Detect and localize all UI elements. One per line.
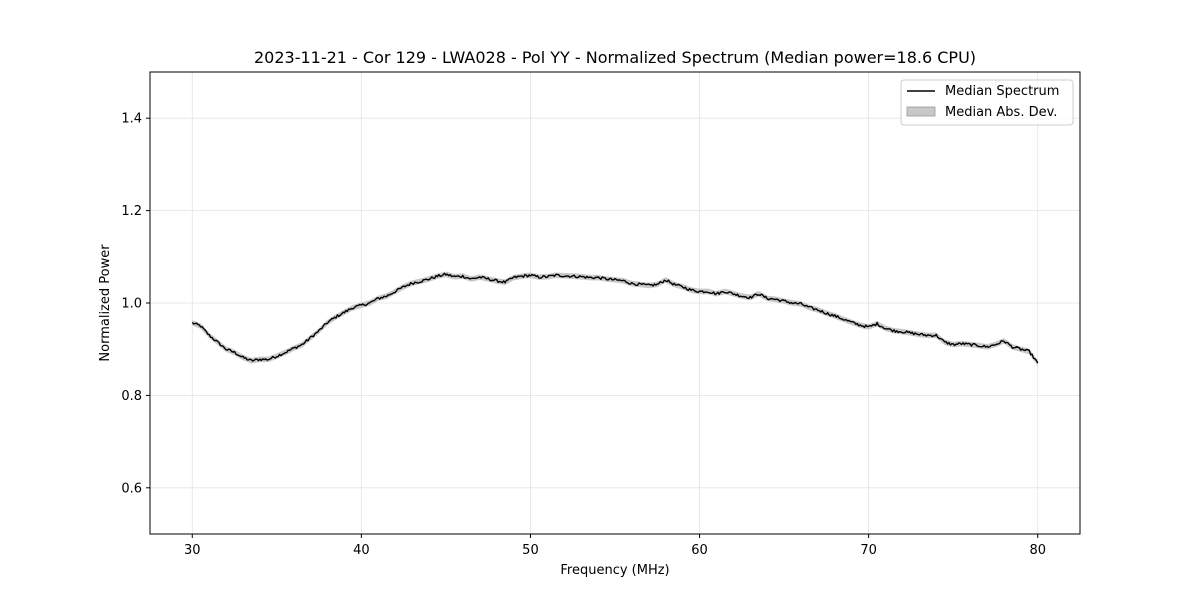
legend: Median Spectrum Median Abs. Dev.: [900, 79, 1074, 126]
y-tick-label-3: 1.2: [121, 204, 142, 219]
y-tick-label-1: 0.8: [121, 389, 142, 404]
x-tick-label-5: 80: [1029, 543, 1046, 558]
x-tick-label-2: 50: [522, 543, 539, 558]
x-tick-label-0: 30: [184, 543, 201, 558]
y-tick-label-4: 1.4: [121, 112, 142, 127]
legend-box: [900, 79, 1074, 126]
y-tick-label-2: 1.0: [121, 297, 142, 312]
y-axis-ticks: 0.6 0.8 1.0 1.2 1.4: [121, 112, 150, 496]
y-tick-label-0: 0.6: [121, 481, 142, 496]
chart-title: 2023-11-21 - Cor 129 - LWA028 - Pol YY -…: [254, 48, 976, 67]
x-tick-label-3: 60: [691, 543, 708, 558]
x-axis-label: Frequency (MHz): [560, 563, 669, 578]
series-line-median-spectrum: [191, 272, 1039, 364]
legend-entry-median-spectrum: Median Spectrum: [945, 84, 1059, 99]
series-line-layer: [191, 272, 1039, 364]
legend-band-swatch: [906, 106, 936, 117]
x-tick-label-1: 40: [353, 543, 370, 558]
x-tick-label-4: 70: [860, 543, 877, 558]
x-axis-ticks: 30 40 50 60 70 80: [184, 534, 1046, 558]
legend-entry-median-abs-dev: Median Abs. Dev.: [945, 105, 1057, 120]
y-axis-label: Normalized Power: [98, 244, 113, 362]
